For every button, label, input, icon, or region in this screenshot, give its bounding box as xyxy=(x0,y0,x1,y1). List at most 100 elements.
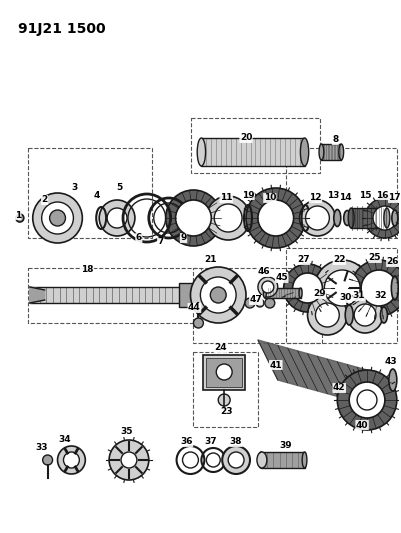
Circle shape xyxy=(292,273,322,303)
Ellipse shape xyxy=(333,209,340,227)
Ellipse shape xyxy=(197,138,205,166)
Polygon shape xyxy=(30,287,45,303)
Circle shape xyxy=(257,200,293,236)
Ellipse shape xyxy=(391,276,397,300)
Text: 42: 42 xyxy=(332,384,345,392)
Text: 20: 20 xyxy=(239,133,251,142)
Text: 43: 43 xyxy=(384,358,396,367)
Text: 33: 33 xyxy=(35,443,48,453)
Text: 38: 38 xyxy=(229,438,242,447)
Text: 21: 21 xyxy=(204,255,216,264)
Circle shape xyxy=(364,198,401,238)
Text: 18: 18 xyxy=(81,265,93,274)
Text: 39: 39 xyxy=(279,440,291,449)
Bar xyxy=(191,118,320,173)
Text: 29: 29 xyxy=(312,289,325,298)
Circle shape xyxy=(346,297,382,333)
Circle shape xyxy=(305,206,328,230)
Ellipse shape xyxy=(379,307,387,323)
Circle shape xyxy=(255,299,263,307)
Text: 22: 22 xyxy=(332,255,344,264)
Bar xyxy=(28,268,201,323)
Bar xyxy=(285,148,396,238)
Bar xyxy=(321,144,340,160)
Circle shape xyxy=(245,298,254,308)
Ellipse shape xyxy=(298,288,301,298)
Circle shape xyxy=(16,214,24,222)
Text: 32: 32 xyxy=(374,292,386,301)
Ellipse shape xyxy=(318,144,323,160)
Text: 4: 4 xyxy=(94,190,100,199)
Text: 46: 46 xyxy=(257,268,269,277)
Ellipse shape xyxy=(263,288,266,298)
Ellipse shape xyxy=(343,211,350,225)
Polygon shape xyxy=(257,340,386,410)
Text: 30: 30 xyxy=(338,294,350,303)
Text: 16: 16 xyxy=(375,190,387,199)
Circle shape xyxy=(336,370,396,430)
Bar xyxy=(193,352,257,427)
Text: 24: 24 xyxy=(213,343,226,352)
Ellipse shape xyxy=(391,210,397,226)
Circle shape xyxy=(57,446,85,474)
Text: 45: 45 xyxy=(275,273,288,282)
Text: 12: 12 xyxy=(308,193,321,203)
Circle shape xyxy=(165,190,221,246)
Circle shape xyxy=(299,200,334,236)
Circle shape xyxy=(353,304,375,326)
Text: 7: 7 xyxy=(157,238,164,246)
Bar xyxy=(203,355,245,390)
Text: 3: 3 xyxy=(71,183,77,192)
Circle shape xyxy=(218,394,230,406)
Text: 44: 44 xyxy=(188,303,200,312)
Bar xyxy=(28,148,152,238)
Circle shape xyxy=(216,364,231,380)
Text: 91J21 1500: 91J21 1500 xyxy=(18,22,105,36)
Bar xyxy=(264,288,300,298)
Bar xyxy=(206,358,241,387)
Circle shape xyxy=(314,260,369,316)
Text: 31: 31 xyxy=(352,292,365,301)
Text: 2: 2 xyxy=(41,196,48,205)
Circle shape xyxy=(264,298,274,308)
Circle shape xyxy=(43,455,53,465)
Text: 47: 47 xyxy=(249,295,262,304)
Circle shape xyxy=(206,196,249,240)
Circle shape xyxy=(261,281,273,293)
Text: 8: 8 xyxy=(331,135,338,144)
Circle shape xyxy=(360,270,396,306)
Text: 13: 13 xyxy=(326,191,339,200)
Text: 17: 17 xyxy=(387,193,400,203)
Ellipse shape xyxy=(344,305,352,325)
Text: 15: 15 xyxy=(358,190,371,199)
Circle shape xyxy=(356,390,376,410)
Circle shape xyxy=(210,287,226,303)
Circle shape xyxy=(32,193,82,243)
Text: 25: 25 xyxy=(368,254,380,262)
Bar xyxy=(350,208,386,228)
Text: 10: 10 xyxy=(263,193,275,203)
Circle shape xyxy=(315,303,338,327)
Text: 11: 11 xyxy=(219,193,232,203)
Ellipse shape xyxy=(300,138,308,166)
Text: 41: 41 xyxy=(269,360,282,369)
Circle shape xyxy=(99,200,135,236)
Circle shape xyxy=(107,208,127,228)
Bar xyxy=(178,283,198,307)
Text: 37: 37 xyxy=(203,438,216,447)
Circle shape xyxy=(190,267,245,323)
Bar xyxy=(201,138,304,166)
Circle shape xyxy=(372,206,396,230)
Bar xyxy=(260,452,304,468)
Ellipse shape xyxy=(383,208,389,228)
Bar xyxy=(285,248,396,343)
Ellipse shape xyxy=(388,369,396,391)
Ellipse shape xyxy=(302,452,306,468)
Circle shape xyxy=(245,188,305,248)
Text: 9: 9 xyxy=(180,233,186,243)
Text: 35: 35 xyxy=(120,427,133,437)
Text: 6: 6 xyxy=(136,233,142,243)
Text: 34: 34 xyxy=(58,435,71,445)
Circle shape xyxy=(228,452,243,468)
Circle shape xyxy=(121,452,137,468)
